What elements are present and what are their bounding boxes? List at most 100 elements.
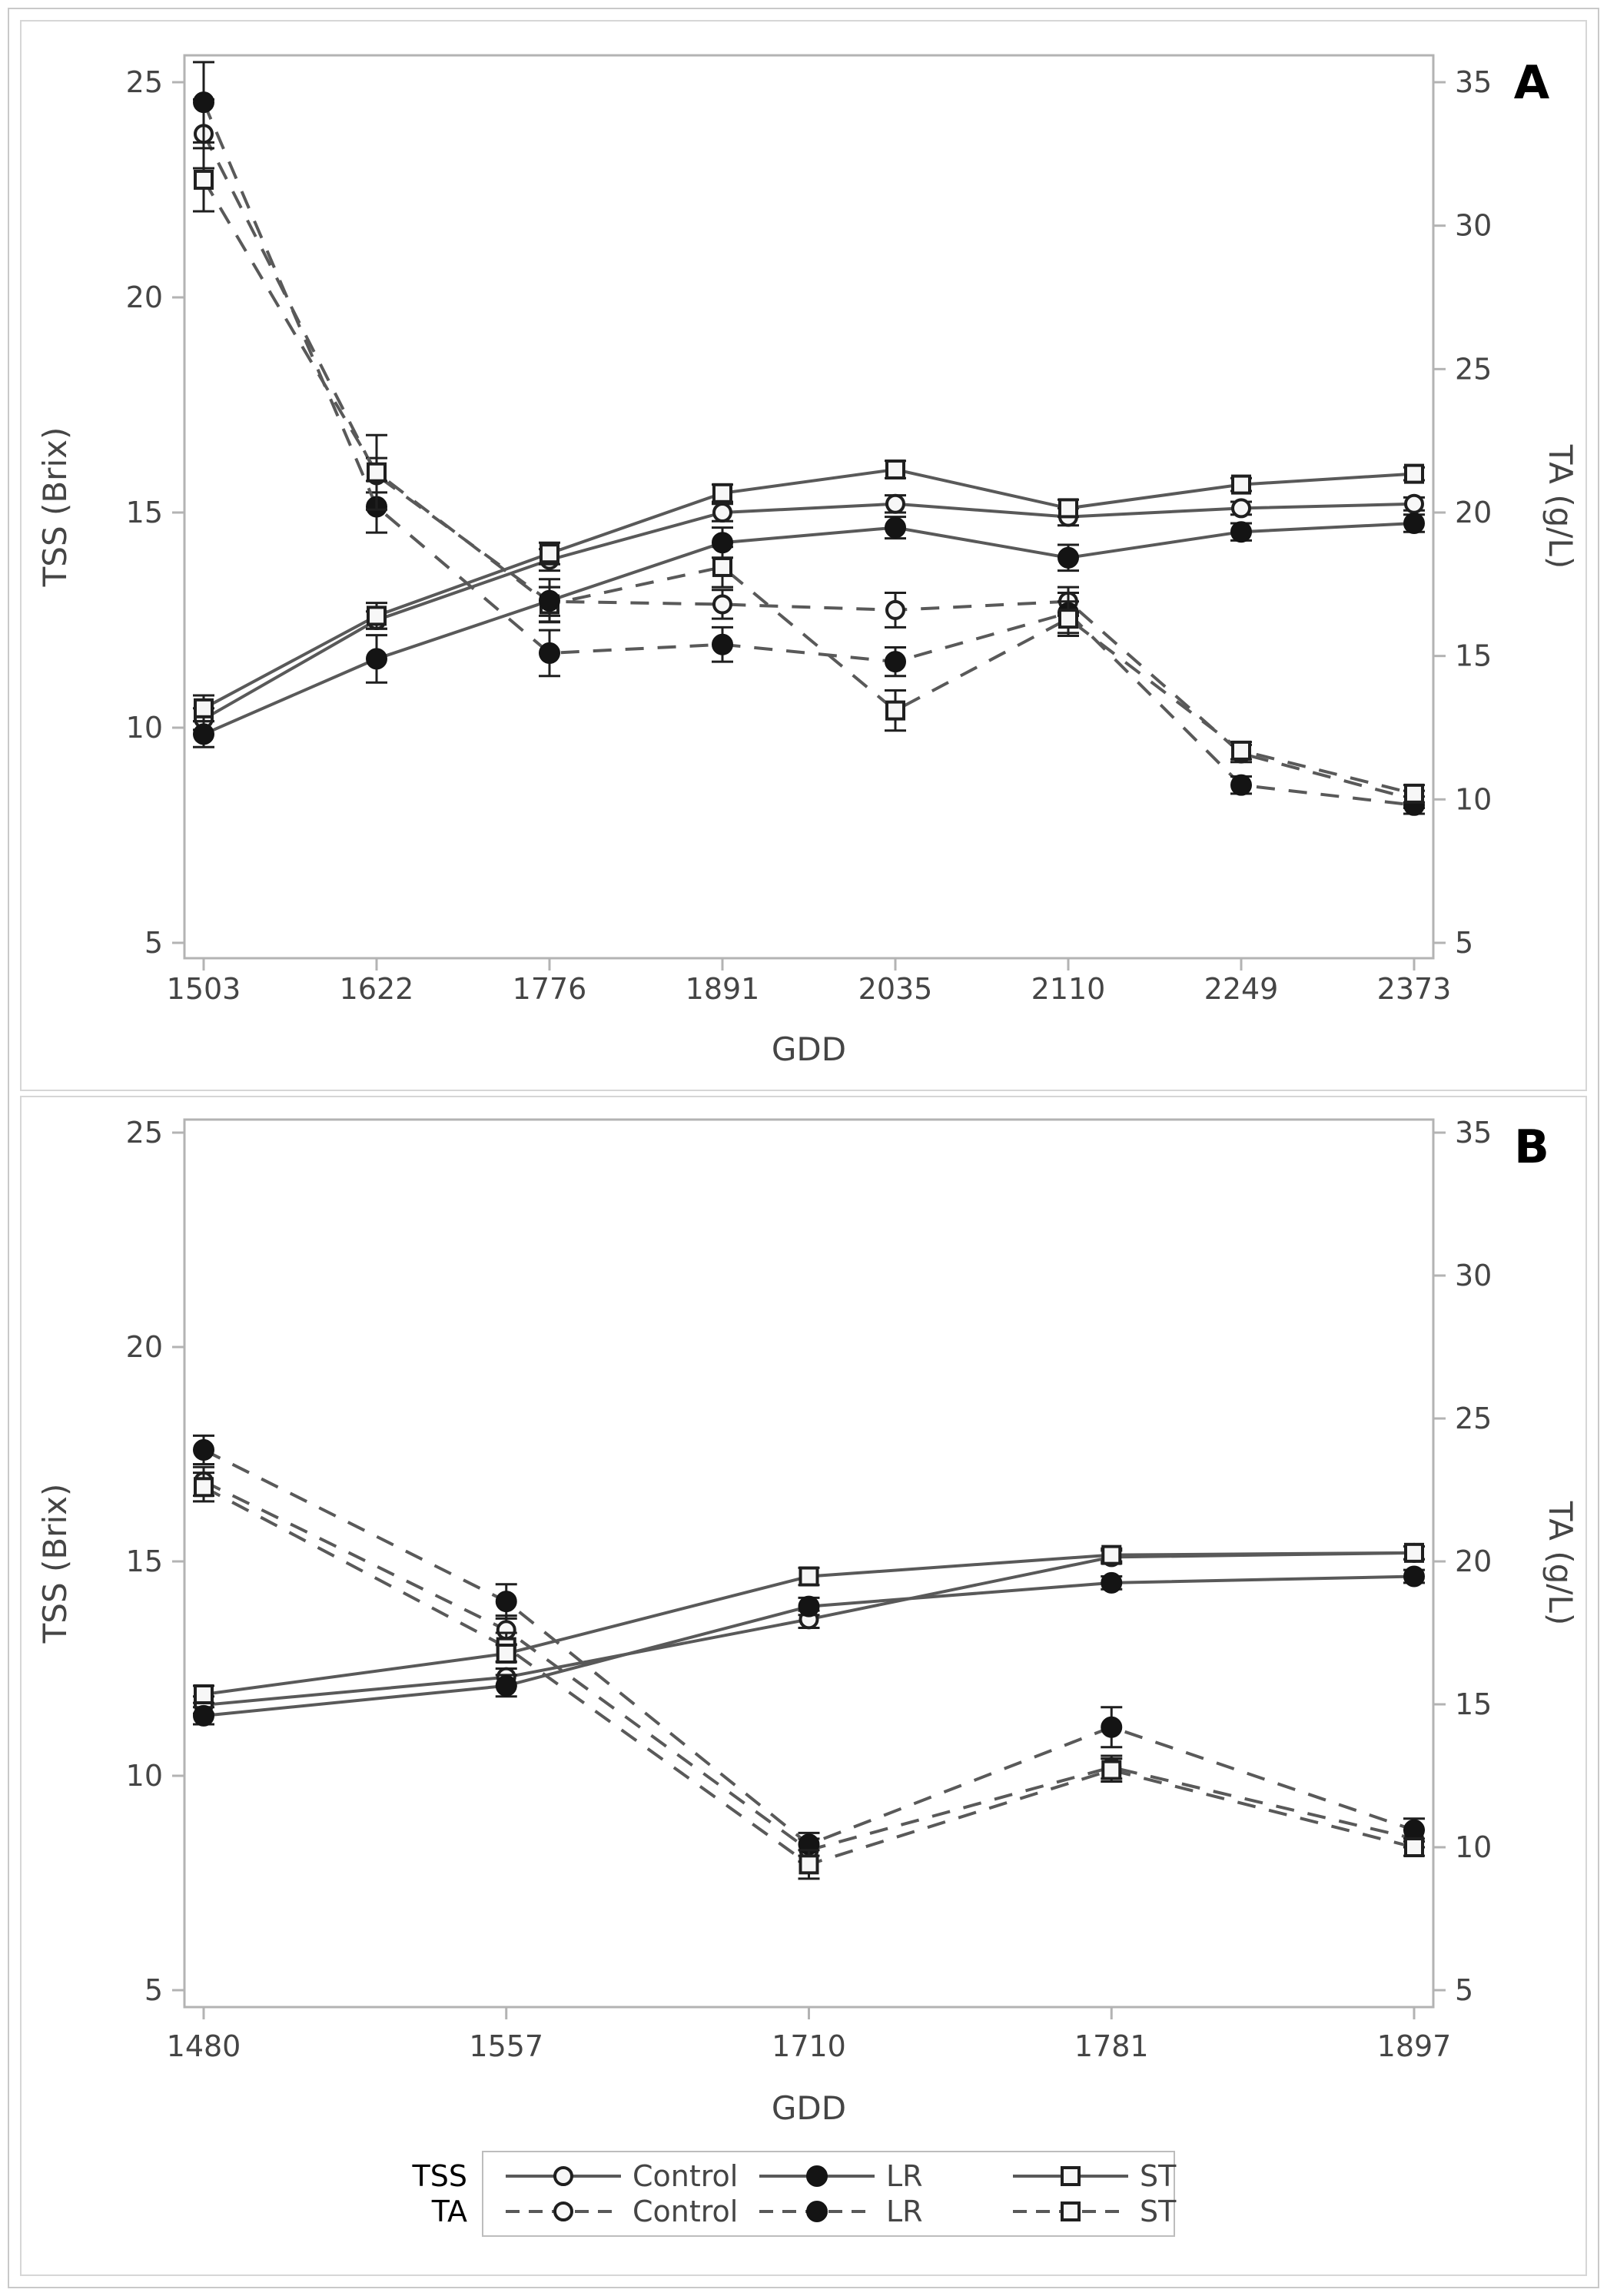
series-tss-st-open-square-marker — [194, 1684, 214, 1704]
legend-entry-label: Control — [633, 2195, 738, 2228]
right-tick-label: 5 — [1455, 1973, 1473, 2007]
right-axis: 5 10 15 20 25 30 35 — [1433, 65, 1492, 960]
legend-open-square-marker — [1061, 2166, 1081, 2186]
series-ta-lr — [193, 1434, 1425, 1857]
series-tss-st-open-square-marker — [712, 483, 732, 503]
left-tick-label: 20 — [126, 280, 163, 314]
series-ta-control-open-circle-marker — [712, 594, 732, 615]
legend-open-circle-marker — [553, 2166, 573, 2186]
series-tss-st-open-square-marker — [194, 698, 214, 718]
legend-entry-label: LR — [886, 2159, 923, 2193]
right-tick-label: 30 — [1455, 1259, 1492, 1292]
x-tick-label: 1781 — [1074, 2029, 1149, 2063]
series-ta-st-open-square-marker — [194, 1477, 214, 1498]
series-ta-st-open-square-marker — [1231, 740, 1251, 761]
x-tick-label: 1557 — [469, 2029, 543, 2063]
left-tick-label: 5 — [144, 1973, 163, 2007]
right-tick-label: 20 — [1455, 1544, 1492, 1578]
panel-letter: A — [1514, 56, 1550, 110]
left-tick-label: 15 — [126, 496, 163, 529]
series-tss-lr-line — [203, 522, 1415, 736]
series-ta-lr-filled-circle-marker — [539, 642, 560, 664]
x-axis: 1503 1622 1776 1891 2035 2110 2249 2373 — [167, 958, 1452, 1006]
x-tick-label: 1622 — [340, 972, 414, 1006]
left-tick-label: 5 — [144, 926, 163, 960]
series-tss-lr-filled-circle-marker — [1403, 513, 1425, 534]
left-axis-title: TSS (Brix) — [36, 427, 74, 588]
legend-group-label: TA — [431, 2195, 467, 2228]
series-tss-lr-filled-circle-marker — [1403, 1565, 1425, 1588]
x-axis-title: GDD — [772, 2089, 846, 2127]
right-tick-label: 25 — [1455, 1402, 1492, 1435]
right-tick-label: 30 — [1455, 209, 1492, 243]
series-tss-st-open-square-marker — [1101, 1544, 1122, 1565]
series-tss-lr-filled-circle-marker — [798, 1595, 820, 1617]
series-ta-lr-filled-circle-marker — [1101, 1716, 1123, 1738]
legend-group-label: TSS — [412, 2159, 467, 2193]
series-ta-control-open-circle-marker — [885, 599, 905, 620]
left-tick-label: 10 — [126, 1759, 163, 1793]
series-ta-st-open-square-marker — [799, 1854, 819, 1875]
legend-filled-circle-marker — [806, 2165, 828, 2187]
series-tss-control-open-circle-marker — [712, 503, 732, 523]
left-tick-label: 25 — [126, 65, 163, 99]
right-tick-label: 20 — [1455, 496, 1492, 529]
series-tss-lr — [193, 1565, 1425, 1727]
series-tss-lr-filled-circle-marker — [1230, 521, 1252, 543]
series-ta-lr-filled-circle-marker — [885, 651, 906, 673]
panel-a: 5 10 15 20 25 5 10 15 20 25 30 35 1503 1622 1776 1891 20… — [20, 20, 1587, 1091]
series-tss-lr-filled-circle-marker — [539, 589, 560, 612]
series-tss-st-line — [203, 467, 1415, 710]
right-tick-label: 15 — [1455, 639, 1492, 673]
legend-box — [482, 2151, 1175, 2237]
series-ta-st-open-square-marker — [1404, 1837, 1424, 1857]
right-tick-label: 10 — [1455, 1830, 1492, 1864]
series-tss-control-open-circle-marker — [1404, 493, 1424, 514]
series-ta-st-open-square-marker — [1101, 1760, 1122, 1780]
x-tick-label: 2035 — [858, 972, 933, 1006]
right-tick-label: 5 — [1455, 926, 1473, 960]
series-ta-st-open-square-marker — [367, 462, 387, 483]
x-tick-label: 2373 — [1377, 972, 1452, 1006]
legend-entry-label: LR — [886, 2195, 923, 2228]
x-axis: 1480 1557 1710 1781 1897 — [167, 2007, 1451, 2063]
series-tss-st-open-square-marker — [799, 1566, 819, 1587]
series-tss-st — [193, 460, 1425, 723]
series-tss-st-open-square-marker — [540, 543, 559, 564]
series-tss-lr-filled-circle-marker — [712, 532, 733, 554]
right-axis-title: TA (g/L) — [1542, 1501, 1579, 1625]
series-tss-st — [193, 1542, 1425, 1704]
right-axis: 5 10 15 20 25 30 35 — [1433, 1116, 1492, 2007]
x-tick-label: 2249 — [1204, 972, 1279, 1006]
series-tss-lr-filled-circle-marker — [1057, 546, 1079, 569]
series-tss-lr-filled-circle-marker — [193, 723, 214, 745]
legend: TSS Control LR ST TA Control LR ST — [412, 2151, 1177, 2237]
panel-b: 5 10 15 20 25 5 10 15 20 25 30 35 1480 1557 1710 1781 18… — [20, 1096, 1587, 2276]
left-axis-title: TSS (Brix) — [36, 1484, 74, 1644]
series-ta-st — [193, 147, 1425, 804]
panel-letter: B — [1514, 1120, 1549, 1174]
x-tick-label: 1891 — [686, 972, 760, 1006]
series-tss-st-open-square-marker — [1058, 498, 1078, 519]
x-tick-label: 1710 — [772, 2029, 846, 2063]
series-ta-st-line — [203, 1485, 1415, 1866]
panel-b-chart: 5 10 15 20 25 5 10 15 20 25 30 35 1480 1557 1710 1781 18… — [36, 1116, 1579, 2237]
series-ta-lr-filled-circle-marker — [193, 1438, 214, 1461]
series-tss-control-open-circle-marker — [885, 493, 905, 514]
legend-entry-label: ST — [1140, 2159, 1177, 2193]
left-tick-label: 25 — [126, 1116, 163, 1150]
left-axis: 5 10 15 20 25 — [126, 65, 184, 960]
series-ta-lr-filled-circle-marker — [495, 1591, 517, 1613]
series-tss-st-open-square-marker — [1404, 463, 1424, 484]
x-tick-label: 1776 — [513, 972, 587, 1006]
left-axis: 5 10 15 20 25 — [126, 1116, 184, 2007]
left-tick-label: 15 — [126, 1544, 163, 1578]
series-ta-lr-filled-circle-marker — [1230, 774, 1252, 796]
left-tick-label: 10 — [126, 711, 163, 745]
x-tick-label: 1503 — [167, 972, 241, 1006]
series-tss-lr-filled-circle-marker — [885, 516, 906, 539]
panel-a-chart: 5 10 15 20 25 5 10 15 20 25 30 35 1503 1622 1776 1891 20… — [36, 54, 1579, 1068]
series-tss-lr — [193, 513, 1425, 748]
series-tss-control-line — [203, 502, 1415, 721]
x-axis-title: GDD — [772, 1030, 846, 1068]
